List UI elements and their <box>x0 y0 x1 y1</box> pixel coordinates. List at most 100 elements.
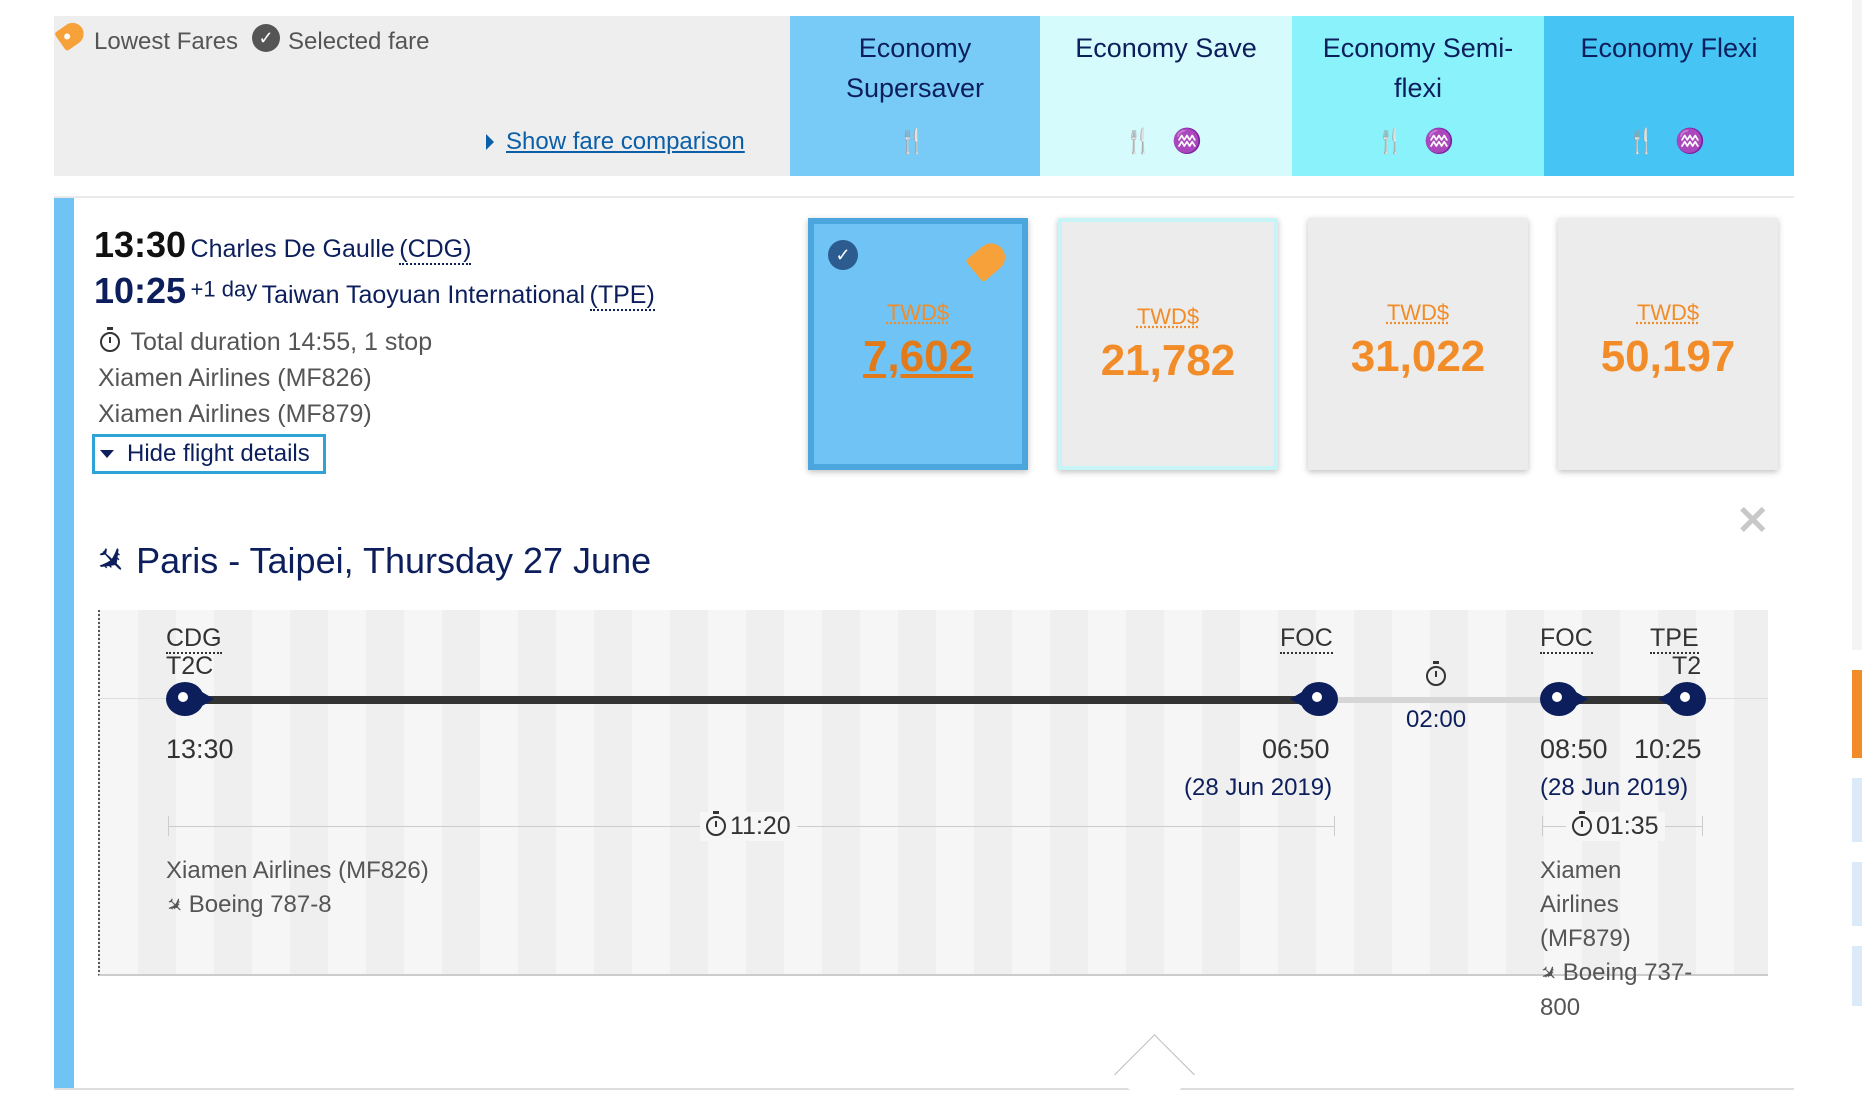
price-tag-icon <box>965 237 1011 283</box>
fare-column-economy-flexi[interactable]: Economy Flexi 🍴 ♒ <box>1544 16 1794 176</box>
stopwatch-icon <box>1572 811 1592 836</box>
plane-icon: ✈ <box>86 535 137 586</box>
meal-icons: 🍴 ♒ <box>1544 122 1794 162</box>
seg2-dest-code[interactable]: TPE <box>1650 624 1699 654</box>
scrollbar-track[interactable] <box>1852 0 1862 650</box>
price-currency: TWD$ <box>886 300 950 325</box>
duration-text: 01:35 <box>1596 812 1659 840</box>
selected-flight-accent <box>54 198 74 1088</box>
seg2-arrive-time: 10:25 <box>1634 734 1702 764</box>
fare-column-name: Economy Supersaver <box>845 33 985 103</box>
departure-line: 13:30 Charles De Gaulle (CDG) <box>94 224 472 266</box>
ruler-tick <box>1334 816 1335 836</box>
close-icon[interactable]: ✕ <box>1736 499 1770 543</box>
fare-column-name: Economy Save <box>1075 33 1257 63</box>
fare-column-name: Economy Flexi <box>1580 33 1758 63</box>
seg2-duration: 01:35 <box>1566 811 1665 841</box>
seg1-aircraft: ✈Boeing 787-8 <box>161 888 429 923</box>
price-amount: 7,602 <box>862 332 974 381</box>
seg1-dest-code[interactable]: FOC <box>1280 624 1333 654</box>
seg2-depart-time: 08:50 <box>1540 734 1608 764</box>
arrival-time: 10:25 <box>94 270 187 311</box>
show-fare-comparison-link[interactable]: Show fare comparison <box>506 128 745 155</box>
caret-right-icon <box>486 134 494 150</box>
day-offset: +1 day <box>190 276 258 302</box>
lowest-fares-label: Lowest Fares <box>94 28 239 55</box>
departure-pin-icon <box>166 682 214 716</box>
meal-icon: 🍴 <box>897 128 933 155</box>
arrival-airport: Taiwan Taoyuan International <box>261 281 586 309</box>
seg2-origin-code[interactable]: FOC <box>1540 624 1593 654</box>
side-panel-block <box>1852 946 1862 1006</box>
collapse-caret-icon <box>1114 1034 1195 1115</box>
seg2-depart-date: (28 Jun 2019) <box>1540 774 1689 801</box>
meal-icons: 🍴 <box>790 122 1040 162</box>
arrival-code[interactable]: (TPE) <box>589 281 655 311</box>
meal-icon: 🍴 <box>1626 128 1663 155</box>
price-amount: 31,022 <box>1350 332 1486 381</box>
fare-legend-panel <box>54 16 790 176</box>
seg2-airline-line: (MF879) <box>1540 925 1631 952</box>
stopwatch-icon <box>1426 661 1446 686</box>
price-card-economy-supersaver[interactable]: ✓ TWD$ 7,602 <box>808 218 1028 470</box>
price-currency: TWD$ <box>1136 304 1200 329</box>
seg1-origin-code[interactable]: CDG <box>166 624 222 654</box>
airport-code: FOC <box>1540 624 1593 654</box>
selected-check-icon: ✓ <box>828 240 858 270</box>
lounge-icon: ♒ <box>1675 128 1712 155</box>
selected-fare-label: Selected fare <box>288 28 430 55</box>
price-currency: TWD$ <box>1636 300 1700 325</box>
divider <box>54 1088 1794 1090</box>
lounge-icon: ♒ <box>1172 128 1209 155</box>
divider <box>54 196 1794 198</box>
check-circle-icon: ✓ <box>252 24 280 52</box>
airport-code: TPE <box>1650 624 1699 654</box>
seg1-airline: Xiamen Airlines (MF826) <box>166 857 429 884</box>
side-panel-block <box>1852 862 1862 926</box>
seg2-dest-terminal: T2 <box>1672 652 1702 680</box>
stopwatch-icon <box>100 327 120 352</box>
stopwatch-icon <box>706 811 726 836</box>
airport-code: CDG <box>166 624 222 654</box>
seg1-info: Xiamen Airlines (MF826) ✈Boeing 787-8 <box>161 854 429 923</box>
price-card-economy-flexi[interactable]: TWD$ 50,197 <box>1558 218 1778 470</box>
fare-column-economy-semi-flexi[interactable]: Economy Semi-flexi 🍴 ♒ <box>1292 16 1544 176</box>
fare-column-economy-save[interactable]: Economy Save 🍴 ♒ <box>1040 16 1292 176</box>
meal-icon: 🍴 <box>1375 128 1412 155</box>
route-title-text: Paris - Taipei, Thursday 27 June <box>136 540 652 581</box>
seg2-aircraft-cont: 800 <box>1540 994 1581 1021</box>
ruler-tick <box>168 816 169 836</box>
meal-icon: 🍴 <box>1123 128 1160 155</box>
total-duration-text: Total duration 14:55, 1 stop <box>130 328 433 356</box>
aircraft-text: Boeing 787-8 <box>188 891 332 918</box>
seg1-depart-time: 13:30 <box>166 734 234 764</box>
airline-line-2: Xiamen Airlines (MF879) <box>98 400 372 428</box>
seg1-arrive-time: 06:50 <box>1262 734 1330 764</box>
ruler-tick <box>1702 816 1703 836</box>
seg1-duration: 11:20 <box>700 811 797 841</box>
seg2-airline-line: Xiamen <box>1540 857 1622 884</box>
aircraft-text: Boeing 737- <box>1562 959 1693 986</box>
seg2-info: Xiamen Airlines (MF879) ✈Boeing 737- 800 <box>1535 854 1693 1025</box>
total-duration: Total duration 14:55, 1 stop <box>100 327 433 357</box>
seg1-origin-terminal: T2C <box>166 652 214 680</box>
caret-down-icon <box>100 450 114 458</box>
meal-icons: 🍴 ♒ <box>1040 122 1292 162</box>
segment-2-line <box>1560 696 1684 704</box>
meal-icons: 🍴 ♒ <box>1292 122 1544 162</box>
layover-duration: 02:00 <box>1406 706 1467 733</box>
fare-column-economy-supersaver[interactable]: Economy Supersaver 🍴 <box>790 16 1040 176</box>
departure-code[interactable]: (CDG) <box>399 235 472 265</box>
price-amount: 50,197 <box>1600 332 1736 381</box>
seg2-aircraft: ✈Boeing 737- <box>1535 956 1693 991</box>
segment-1-line <box>180 696 1316 704</box>
scrollbar-thumb[interactable] <box>1852 670 1862 758</box>
price-card-economy-save[interactable]: TWD$ 21,782 <box>1058 218 1278 470</box>
departure-time: 13:30 <box>94 224 187 265</box>
hide-flight-details-button[interactable]: Hide flight details <box>92 434 326 474</box>
route-title: ✈Paris - Taipei, Thursday 27 June <box>86 535 652 585</box>
price-card-economy-semi-flexi[interactable]: TWD$ 31,022 <box>1308 218 1528 470</box>
price-currency: TWD$ <box>1386 300 1450 325</box>
duration-text: 11:20 <box>730 812 791 840</box>
departure-pin-icon <box>1540 682 1588 716</box>
